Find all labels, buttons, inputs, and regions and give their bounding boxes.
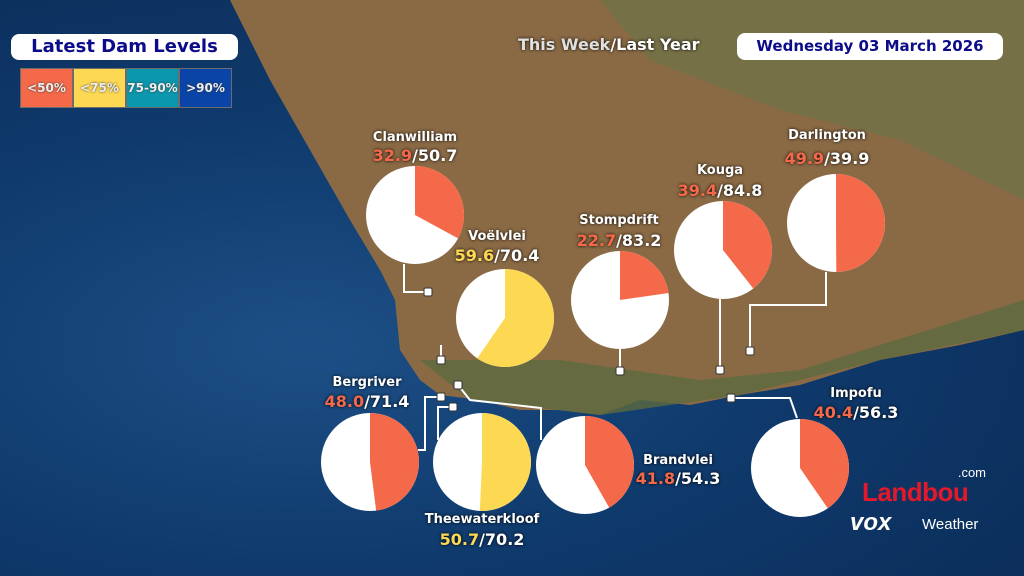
this-week-value: 39.4 (677, 181, 718, 200)
date-label: Wednesday 03 March 2026 (737, 33, 1003, 60)
subtitle-this-week: This Week (518, 35, 611, 54)
dam-location-marker[interactable] (453, 380, 463, 390)
pie-fill-slice (723, 201, 772, 289)
dam-name: Bergriver (332, 375, 402, 390)
coastal-vegetation (420, 300, 1024, 415)
dam-values: 50.7/70.2 (440, 530, 525, 549)
this-week-value: 32.9 (372, 146, 413, 165)
connector-line (437, 406, 453, 440)
dam-values: 32.9/50.7 (373, 146, 458, 165)
logo-brand: Landbou (862, 477, 969, 507)
legend-item-75-90: 75-90% (126, 68, 179, 108)
logo-partner-suffix: Weather (922, 516, 979, 533)
connector-line (749, 272, 827, 351)
this-week-value: 22.7 (576, 231, 617, 250)
this-week-value: 50.7 (439, 530, 480, 549)
dam-location-marker[interactable] (448, 402, 458, 412)
last-year-value: 54.3 (680, 469, 721, 488)
last-year-value: 39.9 (829, 149, 870, 168)
pie-fill-slice (479, 413, 532, 512)
subtitle: This Week/Last Year (518, 35, 700, 54)
dam-location-marker[interactable] (726, 393, 736, 403)
last-year-value: 71.4 (369, 392, 410, 411)
dam-location-marker[interactable] (745, 346, 755, 356)
dam-name: Brandvlei (643, 453, 713, 468)
dam-values: 41.8/54.3 (636, 469, 721, 488)
dam-name: Darlington (788, 128, 866, 143)
pie-fill-slice (477, 269, 555, 367)
dam-location-marker[interactable] (615, 366, 625, 376)
dam-location-marker[interactable] (423, 287, 433, 297)
value-separator: / (675, 469, 681, 488)
pie-fill-slice (836, 174, 885, 272)
last-year-value: 83.2 (621, 231, 662, 250)
logo-partner: vox (850, 509, 892, 536)
logo-domain: .com (957, 465, 986, 480)
legend-item-above-90: >90% (179, 68, 232, 108)
connector-lines (403, 264, 827, 451)
dam-name: Impofu (830, 386, 882, 401)
dam-values: 39.4/84.8 (678, 181, 763, 200)
connector-line (403, 264, 428, 293)
this-week-value: 40.4 (813, 403, 854, 422)
pie-fill-slice (800, 419, 849, 509)
connector-line (457, 384, 542, 440)
connector-line (731, 397, 798, 419)
dam-location-marker[interactable] (715, 365, 725, 375)
value-separator: / (616, 231, 622, 250)
dam-name: Theewaterkloof (424, 512, 540, 527)
dam-values: 40.4/56.3 (814, 403, 899, 422)
value-separator: / (824, 149, 830, 168)
dam-values: 22.7/83.2 (577, 231, 662, 250)
pie-fill-slice (415, 166, 465, 239)
last-year-value: 56.3 (858, 403, 899, 422)
value-separator: / (494, 246, 500, 265)
connector-line (418, 396, 441, 451)
pie-fill-slice (370, 413, 419, 511)
value-separator: / (853, 403, 859, 422)
this-week-value: 59.6 (454, 246, 495, 265)
subtitle-separator: / (610, 35, 617, 54)
value-separator: / (717, 181, 723, 200)
last-year-value: 70.2 (484, 530, 525, 549)
value-separator: / (479, 530, 485, 549)
this-week-value: 48.0 (324, 392, 365, 411)
dam-name: Voëlvlei (468, 229, 526, 244)
page-title: Latest Dam Levels (11, 34, 238, 60)
last-year-value: 50.7 (417, 146, 458, 165)
legend: <50% <75% 75-90% >90% (20, 68, 232, 108)
dam-values: 49.9/39.9 (785, 149, 870, 168)
value-separator: / (412, 146, 418, 165)
pie-charts (321, 166, 885, 517)
this-week-value: 49.9 (784, 149, 825, 168)
dam-name: Kouga (696, 163, 744, 178)
dam-values: 59.6/70.4 (455, 246, 540, 265)
dam-name: Clanwilliam (372, 130, 458, 145)
subtitle-last-year: Last Year (616, 35, 700, 54)
pie-fill-slice (620, 251, 669, 300)
last-year-value: 84.8 (722, 181, 763, 200)
pie-fill-slice (585, 416, 634, 508)
dam-location-marker[interactable] (436, 355, 446, 365)
dam-values: 48.0/71.4 (325, 392, 410, 411)
last-year-value: 70.4 (499, 246, 540, 265)
dam-location-marker[interactable] (436, 392, 446, 402)
legend-item-below-50: <50% (20, 68, 73, 108)
dam-name: Stompdrift (579, 213, 659, 228)
value-separator: / (364, 392, 370, 411)
this-week-value: 41.8 (635, 469, 676, 488)
logo: .com Landbou vox Weather (850, 465, 992, 546)
legend-item-below-75: <75% (73, 68, 126, 108)
